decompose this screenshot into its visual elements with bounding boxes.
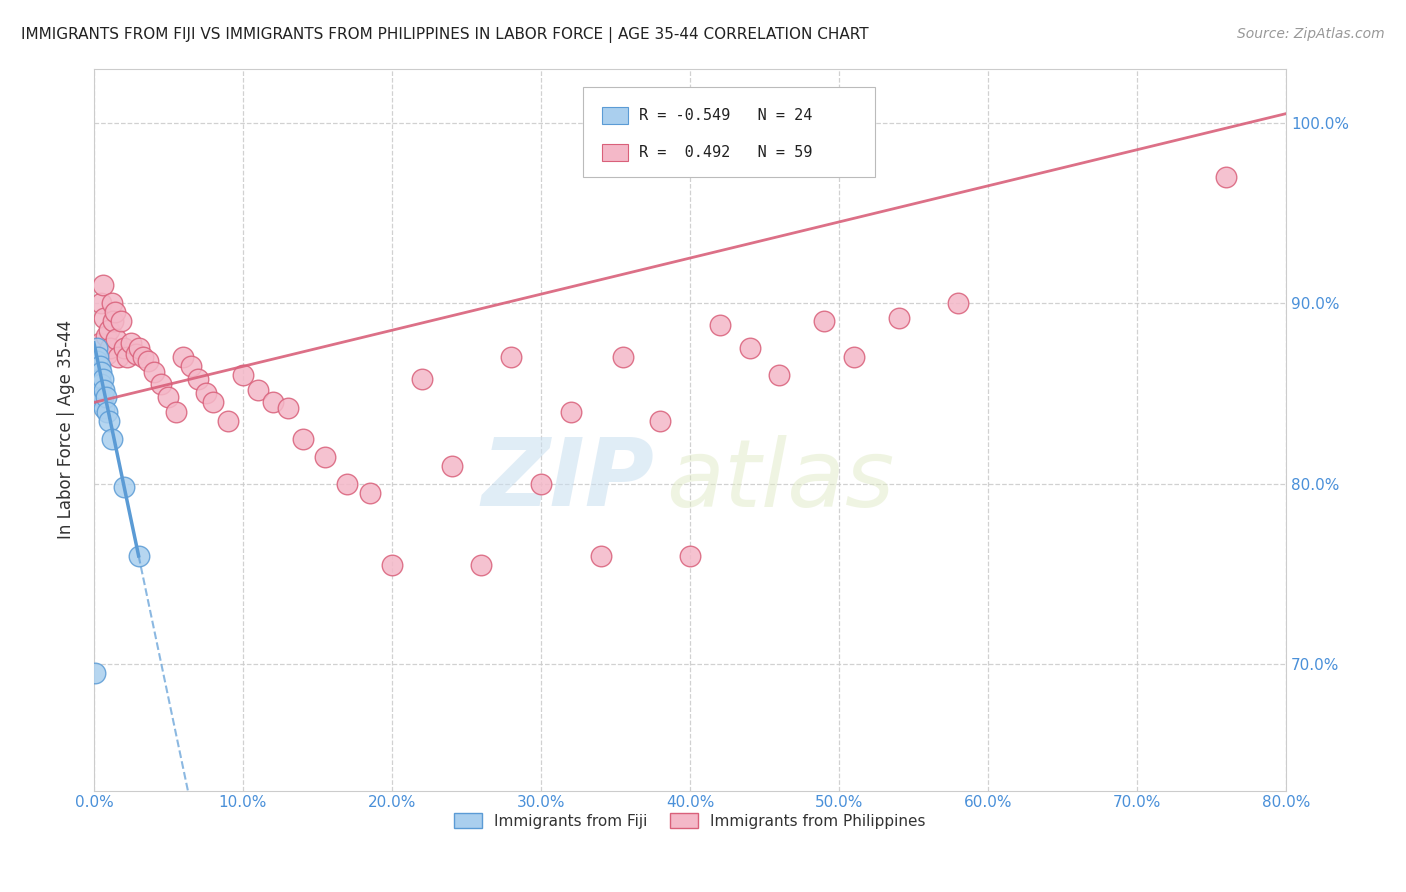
Point [314, 450, 336, 464]
Point [128, 549, 150, 563]
Point [90, 365, 112, 379]
Point [180, 359, 202, 374]
Point [96, 404, 118, 418]
Point [202, 395, 225, 409]
FancyBboxPatch shape [602, 107, 628, 124]
Point [112, 341, 135, 355]
Point [94, 390, 117, 404]
Point [90, 377, 112, 392]
Point [103, 314, 125, 328]
Point [336, 476, 359, 491]
Point [87, 365, 110, 379]
Point [104, 305, 127, 319]
Point [813, 314, 835, 328]
Point [470, 558, 492, 572]
Point [1215, 169, 1237, 184]
Point [411, 372, 433, 386]
Point [291, 432, 314, 446]
Point [93, 383, 115, 397]
Point [86, 372, 108, 386]
Point [194, 386, 217, 401]
Point [768, 368, 790, 383]
Point [84, 359, 107, 374]
Point [87, 351, 110, 365]
Point [120, 335, 142, 350]
Point [93, 310, 115, 325]
Point [246, 383, 269, 397]
Point [89, 372, 111, 386]
Point [157, 390, 180, 404]
Point [172, 351, 194, 365]
Point [90, 395, 112, 409]
Point [136, 354, 159, 368]
Point [842, 351, 865, 365]
Text: ZIP: ZIP [481, 434, 654, 526]
FancyBboxPatch shape [582, 87, 875, 177]
Point [90, 296, 112, 310]
Point [87, 377, 110, 392]
Point [359, 485, 381, 500]
Point [112, 480, 135, 494]
Point [560, 404, 582, 418]
Point [887, 310, 910, 325]
Legend: Immigrants from Fiji, Immigrants from Philippines: Immigrants from Fiji, Immigrants from Ph… [449, 807, 932, 835]
Point [612, 351, 634, 365]
Point [101, 296, 124, 310]
Point [232, 368, 254, 383]
Text: IMMIGRANTS FROM FIJI VS IMMIGRANTS FROM PHILIPPINES IN LABOR FORCE | AGE 35-44 C: IMMIGRANTS FROM FIJI VS IMMIGRANTS FROM … [21, 27, 869, 43]
Point [98, 341, 121, 355]
Point [124, 347, 146, 361]
Point [679, 549, 702, 563]
Point [96, 347, 118, 361]
Point [149, 377, 172, 392]
Point [650, 413, 672, 427]
Point [89, 335, 111, 350]
Point [262, 395, 284, 409]
Text: atlas: atlas [666, 434, 894, 525]
Point [217, 413, 239, 427]
Y-axis label: In Labor Force | Age 35-44: In Labor Force | Age 35-44 [58, 320, 75, 539]
Point [91, 390, 114, 404]
Point [501, 351, 523, 365]
Text: R = -0.549   N = 24: R = -0.549 N = 24 [638, 108, 813, 123]
FancyBboxPatch shape [602, 145, 628, 161]
Point [946, 296, 969, 310]
Point [86, 341, 108, 355]
Point [93, 401, 115, 415]
Point [738, 341, 761, 355]
Point [277, 401, 299, 415]
Point [89, 390, 111, 404]
Point [381, 558, 404, 572]
Point [589, 549, 612, 563]
Point [97, 323, 120, 337]
Point [101, 432, 124, 446]
Point [97, 413, 120, 427]
Point [132, 351, 155, 365]
Point [187, 372, 209, 386]
Text: Source: ZipAtlas.com: Source: ZipAtlas.com [1237, 27, 1385, 41]
Point [115, 351, 138, 365]
Point [165, 404, 187, 418]
Point [128, 341, 150, 355]
Text: R =  0.492   N = 59: R = 0.492 N = 59 [638, 145, 813, 161]
Point [709, 318, 731, 332]
Point [91, 278, 114, 293]
Point [91, 372, 114, 386]
Point [84, 666, 107, 681]
Point [89, 359, 111, 374]
Point [530, 476, 553, 491]
Point [86, 351, 108, 365]
Point [142, 365, 165, 379]
Point [110, 314, 132, 328]
Point [94, 328, 117, 343]
Point [440, 458, 463, 473]
Point [105, 332, 128, 346]
Point [86, 354, 108, 368]
Point [107, 351, 129, 365]
